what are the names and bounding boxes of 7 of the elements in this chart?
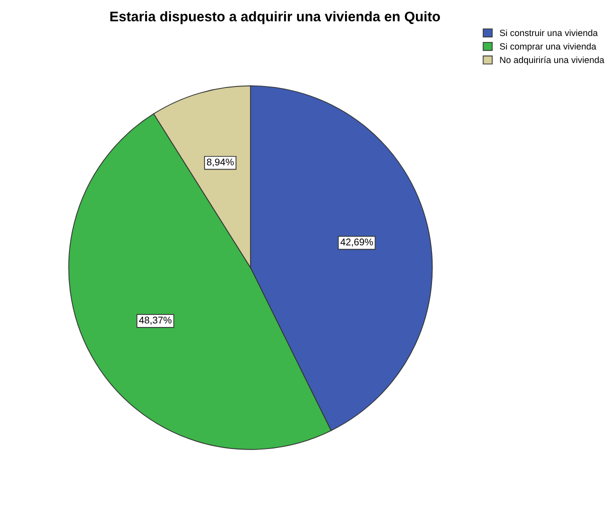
legend-label: Si comprar una vivienda [500,42,596,52]
legend-label: Si construir una vivienda [500,29,598,36]
chart-title: Estaria dispuesto a adquirir una vivienda en Quito [110,11,440,24]
legend-label: No adquiriría una vivienda [500,56,604,65]
data-label: 48,37% [139,316,172,325]
data-label: 8,94% [206,158,234,167]
data-label: 42,69% [340,238,373,247]
